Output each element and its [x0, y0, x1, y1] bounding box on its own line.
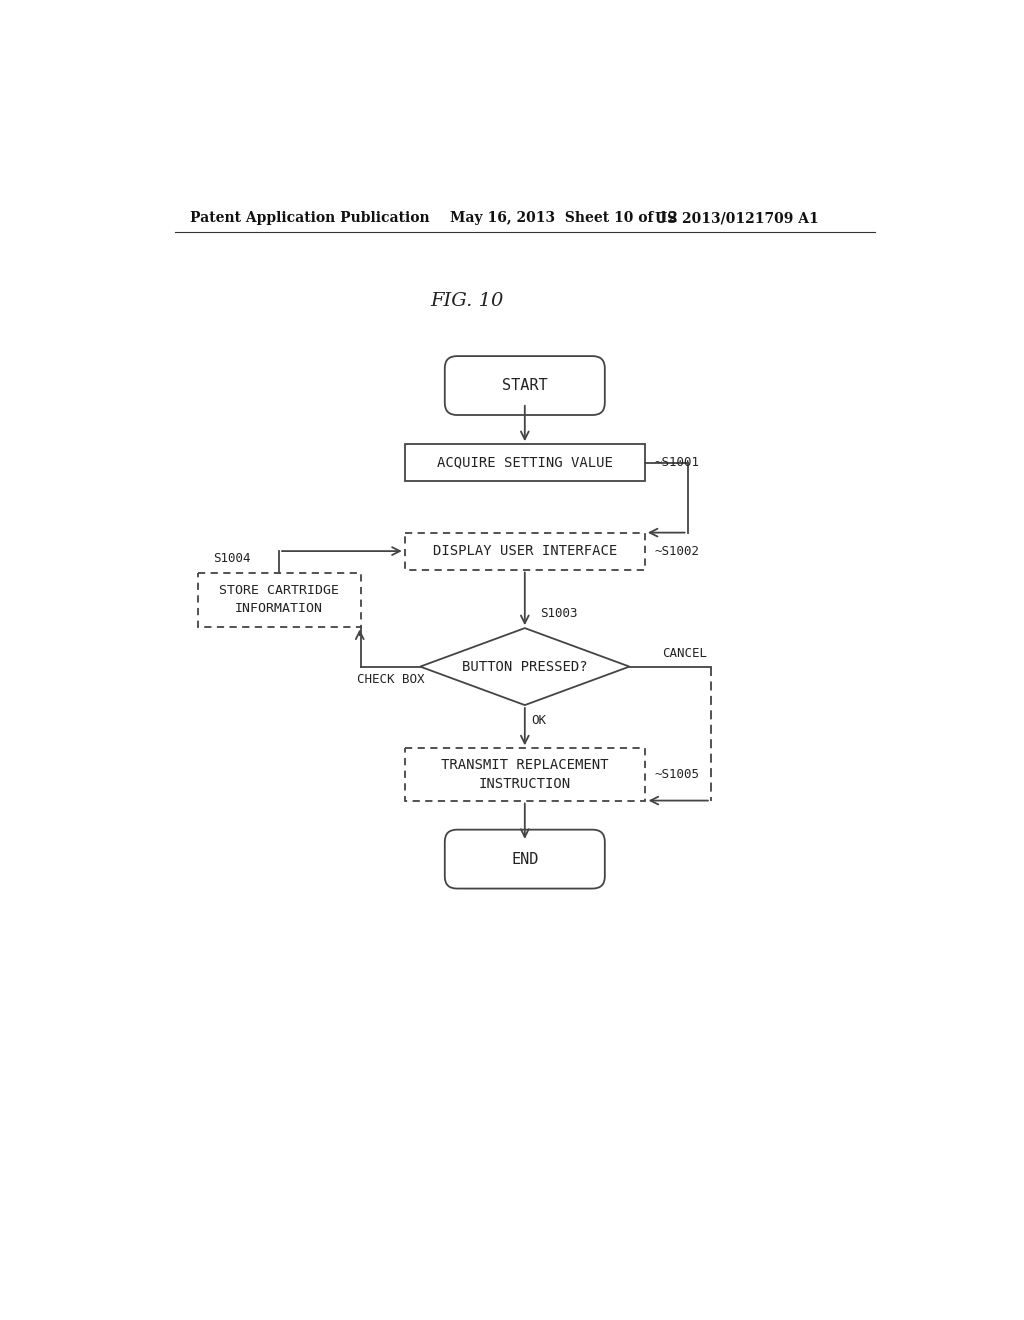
Text: ACQUIRE SETTING VALUE: ACQUIRE SETTING VALUE [437, 455, 612, 470]
Text: S1003: S1003 [541, 607, 578, 620]
Bar [404, 748, 645, 800]
Text: S1004: S1004 [213, 552, 251, 565]
Polygon shape [420, 628, 630, 705]
Text: May 16, 2013  Sheet 10 of 12: May 16, 2013 Sheet 10 of 12 [450, 211, 677, 226]
Text: OK: OK [531, 714, 546, 727]
FancyBboxPatch shape [444, 830, 605, 888]
Bar [198, 573, 360, 627]
Bar [404, 533, 645, 570]
Text: ~S1002: ~S1002 [654, 545, 699, 557]
Text: ~S1001: ~S1001 [654, 455, 699, 469]
Text: TRANSMIT REPLACEMENT
INSTRUCTION: TRANSMIT REPLACEMENT INSTRUCTION [441, 758, 608, 791]
Text: FIG. 10: FIG. 10 [430, 292, 504, 310]
Text: CHECK BOX: CHECK BOX [356, 673, 424, 686]
Text: START: START [502, 378, 548, 393]
Bar [404, 444, 645, 480]
Text: Patent Application Publication: Patent Application Publication [190, 211, 430, 226]
Text: STORE CARTRIDGE
INFORMATION: STORE CARTRIDGE INFORMATION [219, 585, 339, 615]
Text: DISPLAY USER INTERFACE: DISPLAY USER INTERFACE [433, 544, 616, 558]
Text: US 2013/0121709 A1: US 2013/0121709 A1 [655, 211, 819, 226]
Text: CANCEL: CANCEL [662, 647, 707, 660]
Text: END: END [511, 851, 539, 867]
Text: ~S1005: ~S1005 [654, 768, 699, 781]
Text: BUTTON PRESSED?: BUTTON PRESSED? [462, 660, 588, 673]
FancyBboxPatch shape [444, 356, 605, 414]
